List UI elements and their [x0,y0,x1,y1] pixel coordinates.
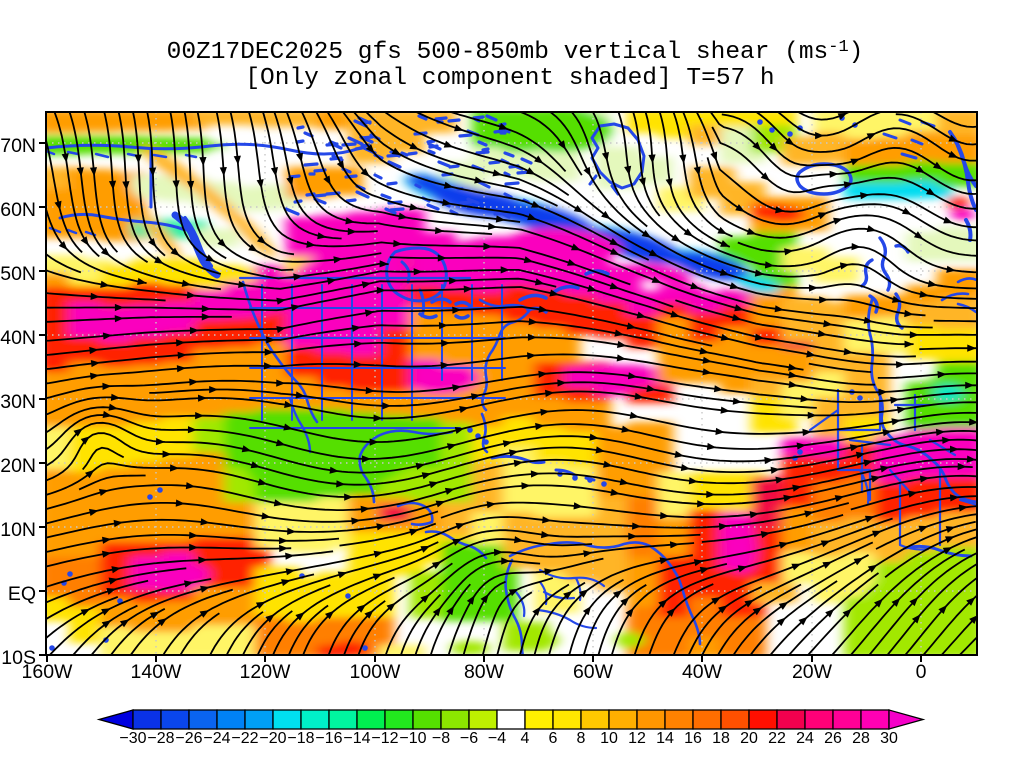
svg-text:10N: 10N [0,519,36,541]
svg-text:EQ: EQ [8,583,36,605]
svg-text:30N: 30N [0,391,36,413]
svg-text:60N: 60N [0,199,36,221]
svg-text:28: 28 [852,730,870,747]
svg-text:−4: −4 [488,730,506,747]
svg-text:0: 0 [916,661,927,683]
svg-text:6: 6 [549,730,558,747]
svg-text:−14: −14 [343,730,370,747]
svg-text:160W: 160W [22,661,74,683]
svg-text:4: 4 [521,730,530,747]
svg-text:30: 30 [880,730,898,747]
svg-text:20N: 20N [0,455,36,477]
svg-text:20W: 20W [792,661,833,683]
svg-text:−10: −10 [399,730,426,747]
svg-text:26: 26 [824,730,842,747]
svg-text:120W: 120W [240,661,292,683]
svg-text:−6: −6 [460,730,478,747]
svg-text:−28: −28 [147,730,174,747]
svg-text:70N: 70N [0,135,36,157]
svg-text:−20: −20 [259,730,286,747]
svg-text:140W: 140W [131,661,183,683]
svg-text:40W: 40W [682,661,723,683]
svg-text:16: 16 [684,730,702,747]
svg-text:22: 22 [768,730,786,747]
svg-text:−12: −12 [371,730,398,747]
svg-text:8: 8 [577,730,586,747]
svg-text:−18: −18 [287,730,314,747]
svg-text:14: 14 [656,730,674,747]
svg-text:10S: 10S [1,647,36,669]
svg-text:−24: −24 [203,730,230,747]
svg-text:12: 12 [628,730,646,747]
svg-text:100W: 100W [350,661,402,683]
svg-text:50N: 50N [0,263,36,285]
svg-text:24: 24 [796,730,814,747]
svg-text:40N: 40N [0,327,36,349]
svg-text:−30: −30 [119,730,146,747]
svg-text:10: 10 [600,730,618,747]
svg-text:00Z17DEC2025 gfs 500-850mb ver: 00Z17DEC2025 gfs 500-850mb vertical shea… [167,38,864,66]
svg-text:[Only zonal component shaded]: [Only zonal component shaded] T=57 h [245,65,774,92]
svg-text:−8: −8 [432,730,450,747]
svg-text:−16: −16 [315,730,342,747]
svg-text:−26: −26 [175,730,202,747]
svg-text:60W: 60W [573,661,614,683]
svg-text:18: 18 [712,730,730,747]
svg-text:20: 20 [740,730,758,747]
svg-text:−22: −22 [231,730,258,747]
svg-text:80W: 80W [464,661,505,683]
